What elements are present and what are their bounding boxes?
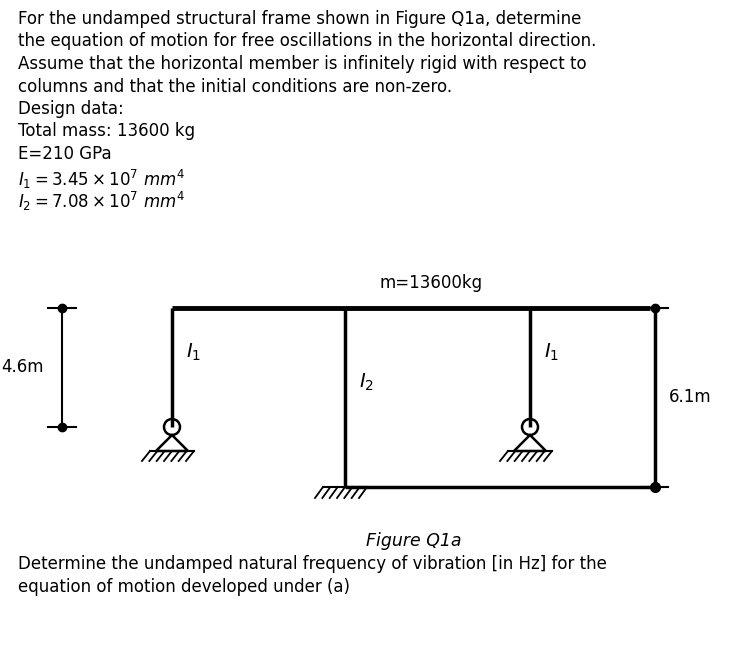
Text: the equation of motion for free oscillations in the horizontal direction.: the equation of motion for free oscillat…: [18, 32, 597, 51]
Text: E=210 GPa: E=210 GPa: [18, 145, 112, 163]
Text: columns and that the initial conditions are non-zero.: columns and that the initial conditions …: [18, 77, 452, 96]
Text: Total mass: 13600 kg: Total mass: 13600 kg: [18, 123, 195, 141]
Text: Design data:: Design data:: [18, 100, 124, 118]
Text: equation of motion developed under (a): equation of motion developed under (a): [18, 578, 350, 595]
Text: Figure Q1a: Figure Q1a: [366, 532, 461, 550]
Text: $I_2$: $I_2$: [359, 372, 374, 393]
Text: Assume that the horizontal member is infinitely rigid with respect to: Assume that the horizontal member is inf…: [18, 55, 586, 73]
Text: $I_1$: $I_1$: [544, 342, 559, 363]
Text: m=13600kg: m=13600kg: [379, 274, 483, 292]
Text: $I_1 = 3.45 \times 10^7\ \mathit{mm}^4$: $I_1 = 3.45 \times 10^7\ \mathit{mm}^4$: [18, 168, 185, 191]
Text: 4.6m: 4.6m: [1, 358, 44, 376]
Text: $I_1$: $I_1$: [186, 342, 201, 363]
Text: 6.1m: 6.1m: [669, 389, 711, 407]
Text: $I_2 = 7.08 \times 10^7\ \mathit{mm}^4$: $I_2 = 7.08 \times 10^7\ \mathit{mm}^4$: [18, 190, 185, 213]
Text: Determine the undamped natural frequency of vibration [in Hz] for the: Determine the undamped natural frequency…: [18, 555, 607, 573]
Text: For the undamped structural frame shown in Figure Q1a, determine: For the undamped structural frame shown …: [18, 10, 581, 28]
